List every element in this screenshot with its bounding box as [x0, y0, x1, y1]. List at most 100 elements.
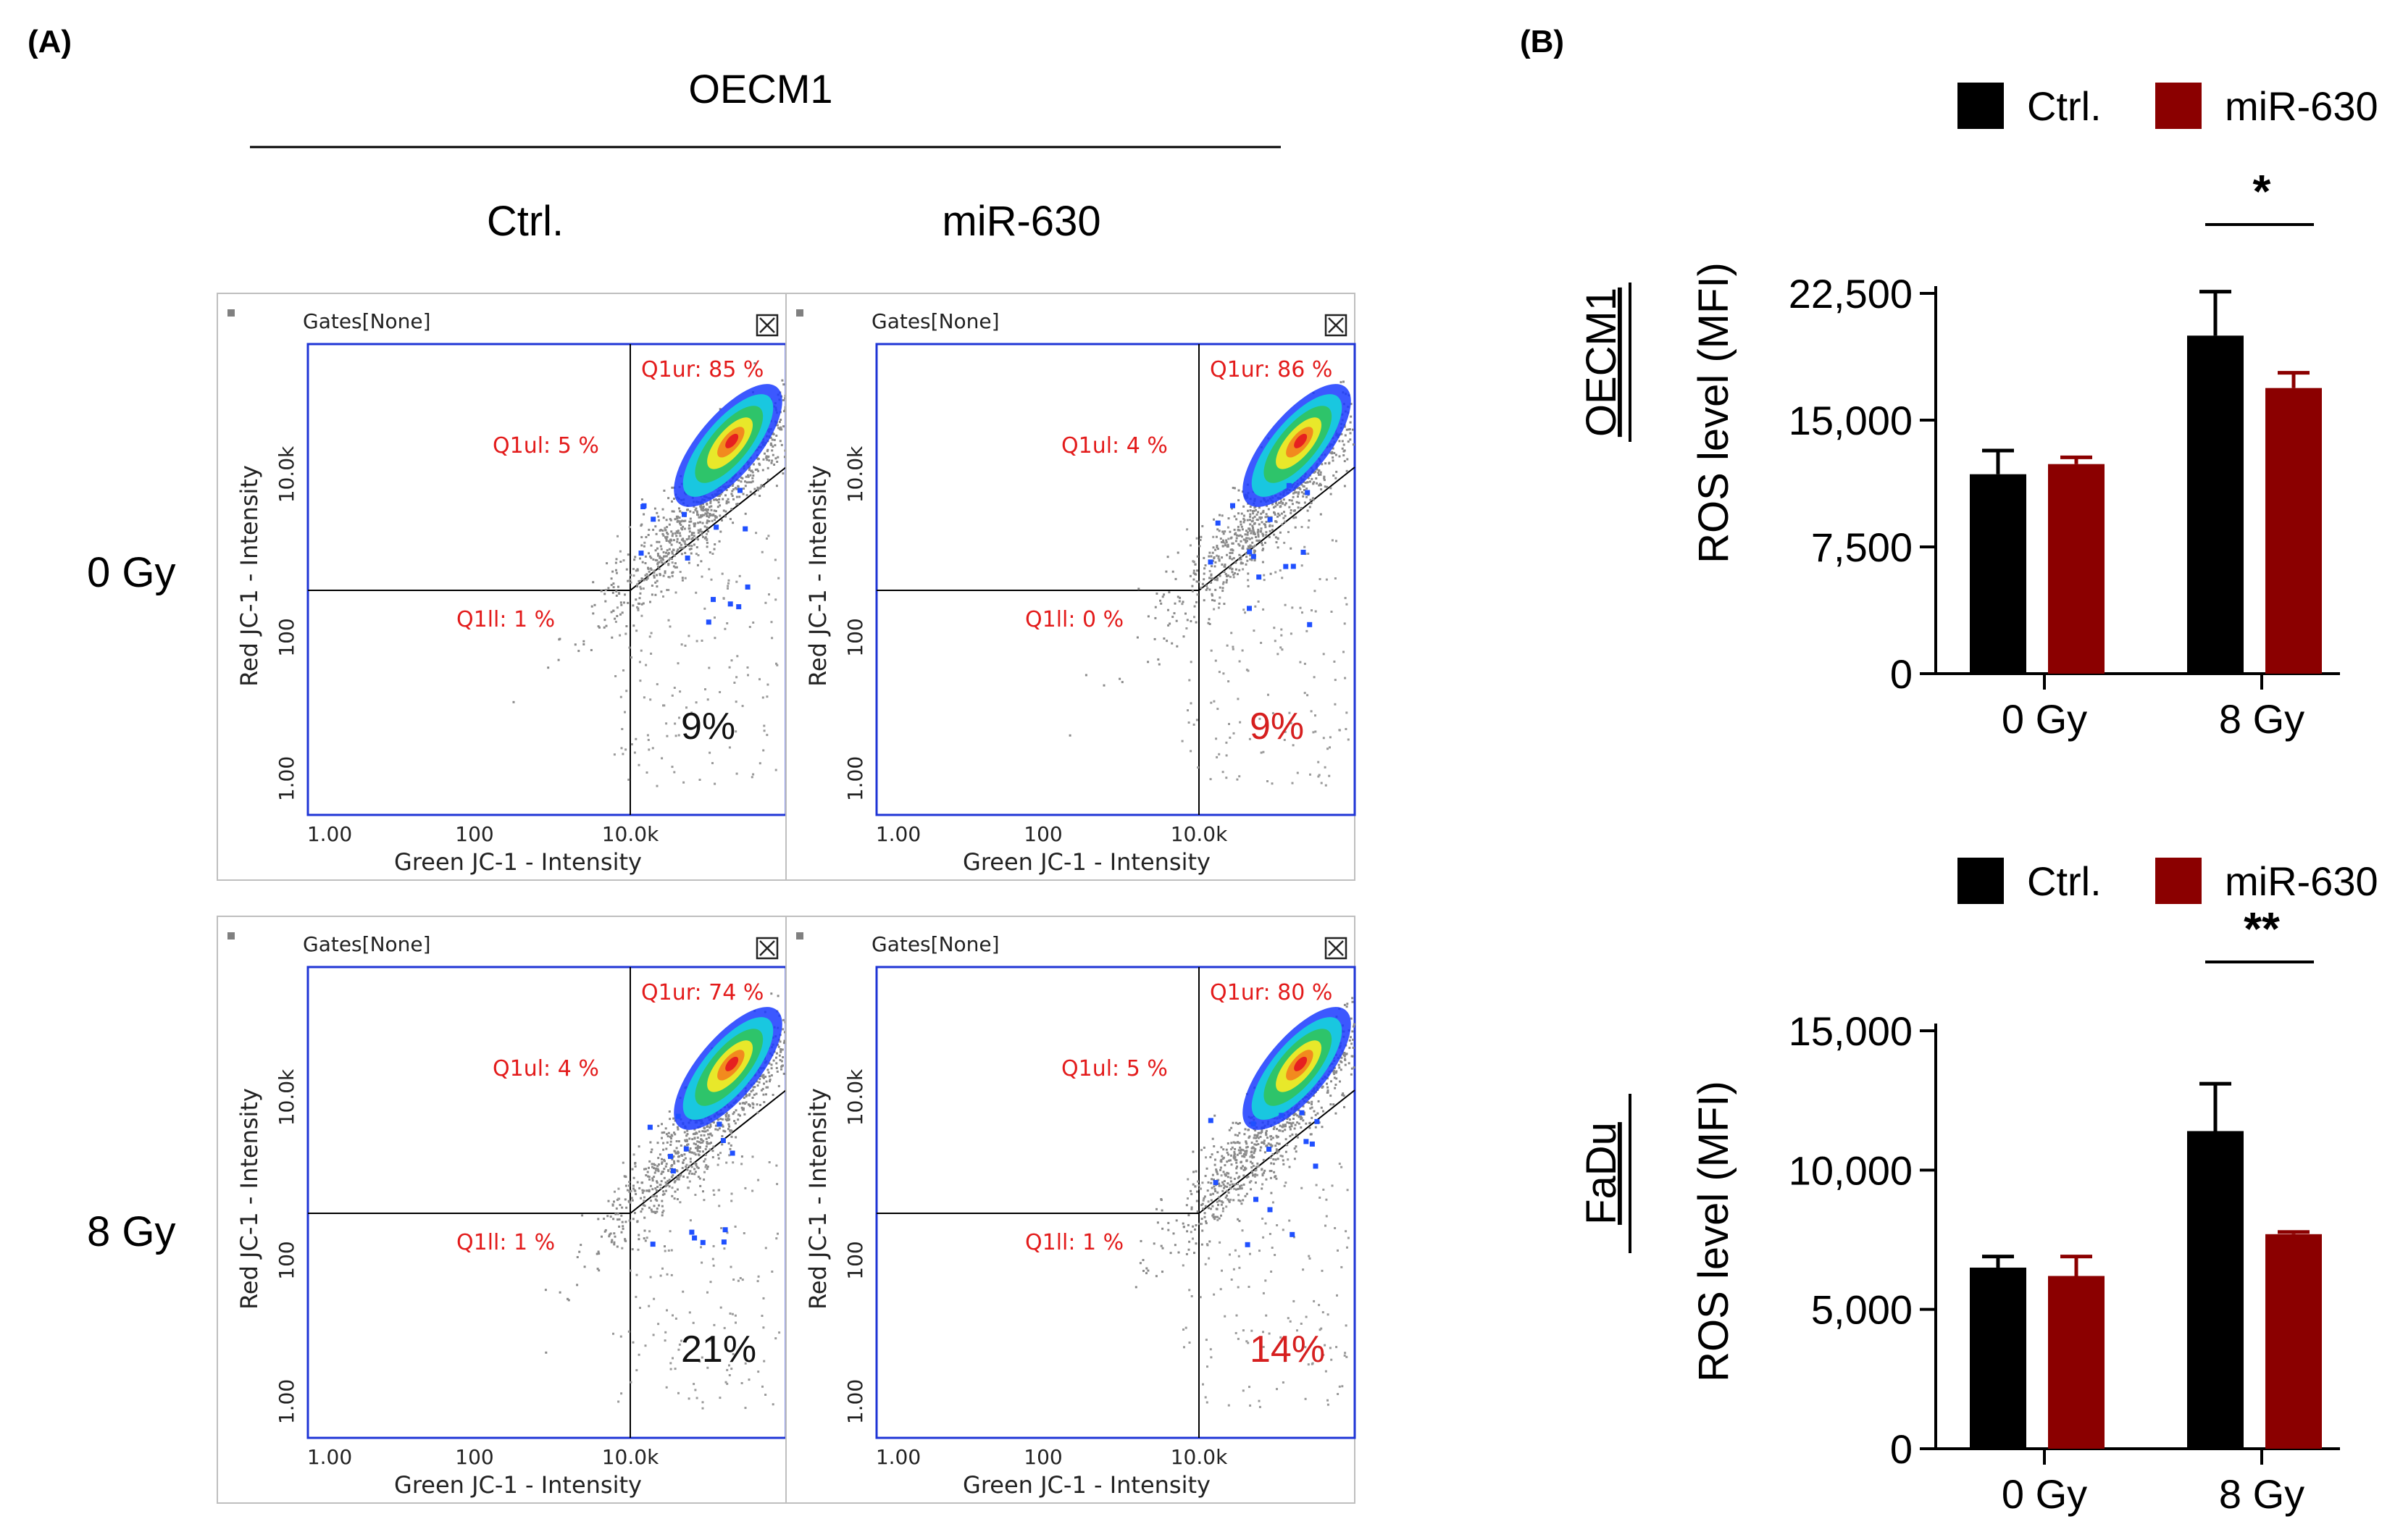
event-dot [1249, 506, 1252, 508]
event-dot [653, 569, 656, 572]
event-dot [688, 635, 690, 637]
event-dot [676, 1152, 679, 1155]
event-dot [617, 585, 619, 588]
event-dot [649, 1184, 652, 1187]
event-dot [647, 739, 650, 741]
event-dot [1279, 646, 1282, 649]
event-dot [1208, 577, 1211, 579]
event-dot [1250, 1188, 1253, 1191]
event-dot [1245, 1192, 1248, 1195]
event-dot [1318, 484, 1321, 487]
event-dot [703, 1178, 706, 1181]
event-dot [1251, 1156, 1254, 1159]
event-dot [698, 1360, 701, 1363]
event-dot [1218, 753, 1221, 756]
event-dot [637, 608, 640, 611]
event-dot [1334, 1071, 1337, 1074]
event-dot [598, 1252, 601, 1255]
event-dot [732, 1161, 735, 1164]
event-dot [672, 510, 675, 513]
event-dot [679, 690, 682, 693]
quadrant-ll-label: Q1ll: 1 % [1025, 1230, 1124, 1255]
event-dot [1226, 1185, 1229, 1188]
event-dot [753, 1086, 756, 1089]
event-dot [687, 1187, 690, 1189]
event-dot [724, 1115, 727, 1118]
event-dot [1214, 1190, 1217, 1192]
event-dot [671, 1194, 674, 1197]
event-dot [1344, 434, 1347, 437]
event-dot [624, 632, 627, 635]
event-dot [1178, 600, 1181, 603]
legend: Ctrl. miR-630 [1957, 83, 2378, 129]
event-dot [739, 1114, 741, 1117]
event-dot [1349, 432, 1352, 435]
event-dot [1292, 495, 1295, 498]
event-dot [725, 489, 728, 491]
event-dot [1250, 1170, 1253, 1173]
density-outlier [1213, 1180, 1219, 1185]
event-dot [662, 551, 665, 553]
event-dot [1330, 611, 1333, 613]
legend-label: miR-630 [2225, 83, 2378, 129]
event-dot [1242, 545, 1245, 548]
event-dot [1343, 425, 1346, 428]
event-dot [1188, 1289, 1191, 1292]
event-dot [1304, 1346, 1307, 1349]
event-dot [1237, 1199, 1240, 1202]
event-dot [1311, 1100, 1313, 1103]
event-dot [668, 548, 671, 551]
event-dot [634, 1162, 637, 1165]
lower-right-percentage: 9% [1250, 706, 1304, 748]
event-dot [1284, 520, 1287, 523]
event-dot [1271, 1201, 1274, 1204]
event-dot [671, 574, 674, 577]
event-dot [1232, 573, 1235, 576]
event-dot [688, 1137, 691, 1140]
event-dot [690, 1166, 693, 1168]
event-dot [1261, 1183, 1264, 1186]
event-dot [1314, 1113, 1317, 1116]
event-dot [1140, 1239, 1142, 1242]
event-dot [1334, 453, 1337, 456]
event-dot [1343, 622, 1346, 625]
event-dot [1269, 525, 1271, 527]
event-dot [714, 519, 716, 522]
event-dot [1188, 1240, 1191, 1243]
event-dot [706, 545, 709, 548]
event-dot [751, 1097, 754, 1099]
event-dot [1161, 1227, 1164, 1230]
event-dot [748, 1093, 751, 1096]
event-scatter [1134, 997, 1355, 1408]
event-dot [1250, 1160, 1252, 1163]
event-dot [1232, 1121, 1234, 1124]
event-dot [1240, 1187, 1243, 1190]
event-dot [709, 1123, 712, 1126]
event-dot [653, 507, 656, 510]
event-dot [1156, 1221, 1159, 1224]
event-dot [756, 458, 759, 461]
event-dot [669, 1140, 672, 1143]
event-dot [1181, 740, 1184, 742]
event-dot [762, 1297, 765, 1300]
event-dot [1253, 544, 1256, 547]
event-dot [1193, 1252, 1195, 1255]
event-dot [1262, 535, 1265, 537]
event-dot [1159, 599, 1161, 602]
event-dot [1261, 543, 1264, 546]
event-dot [1296, 1114, 1299, 1117]
event-dot [1314, 730, 1317, 733]
event-dot [1194, 1185, 1197, 1188]
density-outlier [745, 584, 751, 590]
event-dot [1326, 1313, 1329, 1316]
event-dot [703, 509, 706, 511]
legend-swatch-ctrl [1957, 858, 2004, 904]
event-dot [1264, 541, 1266, 544]
event-dot [614, 1213, 617, 1215]
event-dot [643, 1216, 646, 1219]
event-dot [1329, 487, 1332, 490]
event-dot [1335, 1070, 1338, 1073]
event-dot [665, 1386, 668, 1389]
event-dot [724, 1113, 727, 1116]
event-dot [615, 569, 617, 572]
